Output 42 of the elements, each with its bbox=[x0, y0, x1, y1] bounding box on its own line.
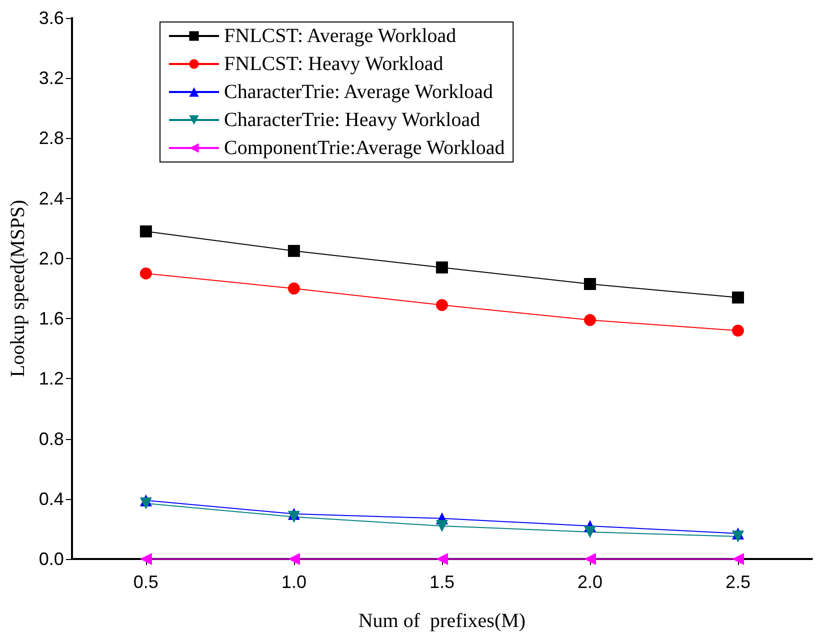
point bbox=[140, 497, 152, 510]
y-tick-label: 3.2 bbox=[38, 68, 64, 88]
x-tick-label: 1.5 bbox=[429, 572, 454, 592]
point bbox=[288, 282, 300, 294]
point bbox=[288, 510, 300, 523]
point bbox=[584, 553, 596, 565]
legend-label: ComponentTrie:Average Workload bbox=[224, 137, 505, 159]
point bbox=[288, 244, 300, 257]
point bbox=[584, 278, 596, 290]
y-tick-label: 1.6 bbox=[38, 308, 64, 329]
y-tick-label: 2.0 bbox=[38, 248, 64, 268]
point bbox=[732, 530, 744, 542]
point bbox=[436, 261, 448, 274]
y-tick-label: 0.0 bbox=[38, 549, 64, 569]
y-axis-title: Lookup speed(MSPS) bbox=[7, 200, 29, 378]
legend-label: FNLCST: Heavy Workload bbox=[224, 53, 444, 75]
x-tick-label: 0.5 bbox=[133, 572, 158, 592]
x-axis-title: Num of prefixes(M) bbox=[358, 610, 526, 632]
legend-label: FNLCST: Average Workload bbox=[224, 25, 456, 47]
point bbox=[732, 292, 744, 304]
point bbox=[436, 520, 448, 532]
point bbox=[140, 267, 152, 280]
x-tick-label: 2.5 bbox=[725, 572, 751, 592]
point bbox=[288, 553, 300, 565]
y-tick-label: 0.4 bbox=[38, 488, 64, 509]
point bbox=[140, 553, 152, 565]
point bbox=[584, 314, 596, 326]
y-tick-label: 2.4 bbox=[38, 188, 64, 208]
legend-label: CharacterTrie: Heavy Workload bbox=[224, 109, 480, 131]
x-tick-label: 1.0 bbox=[281, 572, 306, 592]
y-tick-label: 1.2 bbox=[38, 368, 64, 389]
point bbox=[584, 526, 596, 538]
point bbox=[732, 553, 744, 565]
y-tick-label: 2.8 bbox=[38, 128, 64, 148]
point bbox=[140, 225, 152, 238]
point bbox=[732, 324, 744, 337]
y-tick-label: 0.8 bbox=[38, 428, 64, 449]
x-tick-label: 2.0 bbox=[577, 572, 602, 592]
point bbox=[436, 299, 448, 312]
point bbox=[436, 553, 448, 565]
y-tick-label: 3.6 bbox=[38, 8, 64, 28]
legend-label: CharacterTrie: Average Workload bbox=[224, 81, 494, 103]
